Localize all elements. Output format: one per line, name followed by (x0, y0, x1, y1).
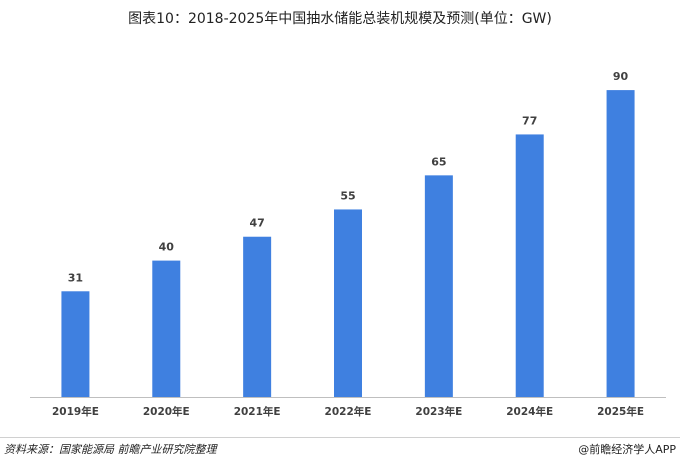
bar (606, 90, 635, 397)
value-label: 77 (522, 114, 537, 127)
source: 资料来源：国家能源局 前瞻产业研究院整理 (4, 443, 218, 456)
x-tick-label: 2023年E (415, 405, 462, 418)
x-tick-label: 2019年E (52, 405, 99, 418)
bar (334, 209, 362, 397)
chart-title: 图表10：2018-2025年中国抽水储能总装机规模及预测(单位：GW) (128, 11, 552, 27)
x-tick-label: 2022年E (325, 405, 372, 418)
bar (61, 291, 90, 397)
value-label: 47 (249, 217, 264, 230)
x-tick-label: 2024年E (506, 405, 553, 418)
x-tick-label: 2020年E (143, 405, 190, 418)
bar (243, 236, 272, 397)
bar (152, 260, 181, 397)
value-label: 55 (340, 189, 355, 202)
credit: @前瞻经济学人APP (578, 442, 676, 456)
value-label: 65 (431, 155, 446, 168)
bar (424, 175, 453, 397)
value-label: 90 (613, 70, 629, 83)
value-label: 40 (159, 241, 175, 254)
bar (515, 134, 544, 397)
x-tick-label: 2025年E (597, 405, 644, 418)
value-label: 31 (68, 271, 83, 284)
x-tick-label: 2021年E (234, 405, 281, 418)
